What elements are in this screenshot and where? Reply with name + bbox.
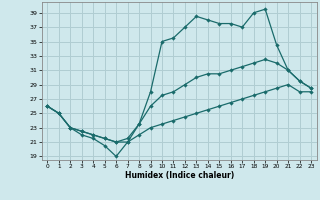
X-axis label: Humidex (Indice chaleur): Humidex (Indice chaleur)	[124, 171, 234, 180]
